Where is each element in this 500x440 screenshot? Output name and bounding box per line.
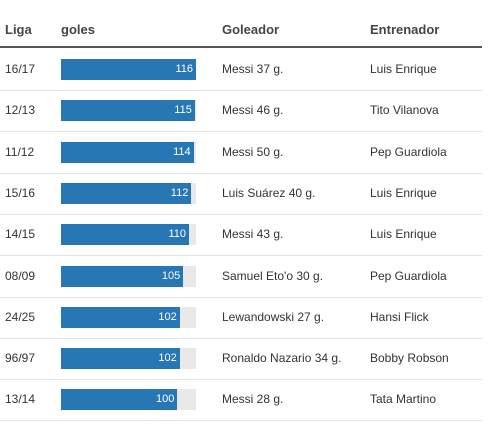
coach: Luis Enrique	[370, 62, 437, 76]
coach: Tata Martino	[370, 392, 437, 407]
coach: Tito Vilanova	[370, 103, 439, 118]
season: 24/25	[5, 309, 36, 324]
top-scorer: Samuel Eto'o 30 g.	[222, 268, 324, 283]
bar: 115	[61, 100, 195, 122]
header-cell: Entrenador	[370, 22, 440, 37]
coach: Hansi Flick	[370, 309, 429, 324]
season: 08/09	[5, 268, 36, 283]
bar-track: 102	[61, 306, 196, 328]
table-row: 15/16 112 Luis Suárez 40 g. Luis Enrique	[0, 173, 482, 215]
header-cell: Goleador	[222, 22, 280, 37]
bar-label: 115	[174, 104, 192, 117]
season: 13/14	[5, 392, 36, 407]
top-scorer: Messi 37 g.	[222, 62, 284, 76]
bar: 105	[61, 265, 184, 287]
table-row: 08/09 105 Samuel Eto'o 30 g. Pep Guardiola	[0, 256, 482, 298]
bar-label: 110	[168, 228, 187, 241]
bar: 100	[61, 389, 178, 411]
bar-label: 100	[156, 393, 175, 406]
table-row: 11/12 114 Messi 50 g. Pep Guardiola	[0, 132, 482, 174]
coach: Pep Guardiola	[370, 268, 447, 283]
coach: Luis Enrique	[370, 227, 437, 242]
coach: Luis Enrique	[370, 185, 437, 200]
coach: Bobby Robson	[370, 351, 449, 366]
bar-track: 110	[61, 224, 196, 246]
bar: 112	[61, 182, 192, 204]
bar-track: 112	[61, 182, 196, 204]
bar-track: 114	[61, 141, 196, 163]
season: 14/15	[5, 227, 36, 242]
table-row: 13/14 100 Messi 28 g. Tata Martino	[0, 379, 482, 422]
season: 12/13	[5, 103, 36, 118]
season: 11/12	[5, 144, 35, 159]
bar: 114	[61, 141, 194, 163]
season: 96/97	[5, 351, 36, 366]
bar-label: 112	[170, 186, 189, 199]
header-rule	[0, 46, 482, 48]
top-scorer: Messi 28 g.	[222, 392, 284, 407]
top-scorer: Luis Suárez 40 g.	[222, 185, 316, 200]
table-row: 24/25 102 Lewandowski 27 g. Hansi Flick	[0, 297, 482, 339]
coach: Pep Guardiola	[370, 144, 447, 159]
top-scorer: Lewandowski 27 g.	[222, 309, 325, 324]
bar-label: 116	[175, 63, 193, 75]
bar-track: 100	[61, 389, 196, 411]
bar: 102	[61, 348, 180, 370]
season: 16/17	[5, 62, 36, 76]
table-row: 12/13 115 Messi 46 g. Tito Vilanova	[0, 90, 482, 133]
top-scorer: Messi 43 g.	[222, 227, 284, 242]
season: 15/16	[5, 185, 36, 200]
top-scorer: Ronaldo Nazario 34 g.	[222, 351, 342, 366]
bar: 110	[61, 224, 190, 246]
bar: 116	[61, 59, 196, 80]
table-row: 16/17 116 Messi 37 g. Luis Enrique	[0, 49, 482, 91]
header-cell: goles	[61, 22, 95, 37]
bar: 102	[61, 306, 180, 328]
bar-track: 116	[61, 59, 196, 80]
bar-label: 105	[161, 269, 181, 282]
bar-label: 114	[173, 145, 191, 158]
bar-label: 102	[158, 352, 177, 365]
header-cell: Liga	[5, 22, 32, 37]
bar-track: 105	[61, 265, 196, 287]
bar-track: 102	[61, 348, 196, 370]
bar-label: 102	[158, 310, 177, 323]
bar-track: 115	[61, 100, 196, 122]
table-row: 14/15 110 Messi 43 g. Luis Enrique	[0, 214, 482, 257]
top-scorer: Messi 46 g.	[222, 103, 284, 118]
top-scorer: Messi 50 g.	[222, 144, 284, 159]
table-row: 96/97 102 Ronaldo Nazario 34 g. Bobby Robso…	[0, 338, 482, 381]
